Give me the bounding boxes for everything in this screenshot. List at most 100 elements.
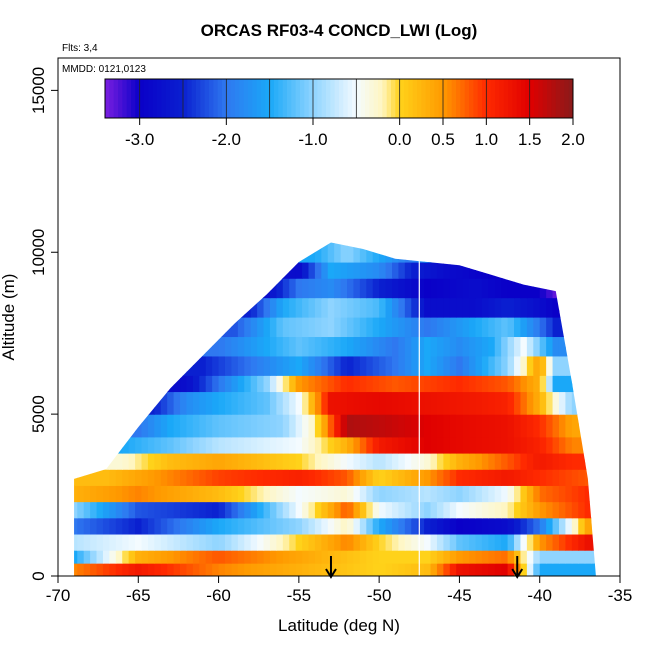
heatmap-cell: [443, 317, 451, 338]
heatmap-cell: [558, 550, 566, 564]
heatmap-cell: [180, 517, 188, 535]
heatmap-cell: [372, 355, 380, 376]
heatmap-cell: [180, 501, 188, 519]
heatmap-cell: [160, 563, 168, 576]
heatmap-cell: [411, 391, 419, 415]
heatmap-cell: [385, 391, 393, 415]
heatmap-cell: [109, 517, 117, 535]
heatmap-cell: [115, 452, 123, 470]
heatmap-cell: [591, 533, 596, 551]
heatmap-cell: [507, 533, 515, 551]
heatmap-cell: [552, 563, 560, 576]
heatmap-cell: [141, 550, 149, 564]
heatmap-cell: [180, 414, 188, 438]
colorbar-swatch: [304, 79, 310, 118]
heatmap-cell: [571, 317, 579, 338]
heatmap-cell: [462, 563, 470, 576]
heatmap-cell: [501, 485, 509, 503]
heatmap-cell: [276, 563, 284, 576]
heatmap-cell: [469, 278, 477, 299]
colorbar-swatch: [157, 79, 162, 118]
heatmap-cell: [269, 242, 277, 263]
heatmap-cell: [340, 297, 348, 318]
heatmap-cell: [507, 517, 515, 535]
heatmap-cell: [237, 375, 245, 393]
heatmap-cell: [109, 355, 117, 376]
heatmap-cell: [135, 375, 143, 393]
heatmap-cell: [385, 485, 393, 503]
colorbar-swatch: [291, 79, 297, 118]
heatmap-cell: [302, 452, 310, 470]
heatmap-cell: [250, 452, 258, 470]
heatmap-cell: [192, 297, 200, 318]
heatmap-cell: [257, 414, 265, 438]
colorbar-swatch: [174, 79, 180, 118]
heatmap-cell: [147, 278, 155, 299]
heatmap-cell: [424, 242, 432, 263]
heatmap-cell: [475, 278, 483, 299]
heatmap-cell: [417, 375, 425, 393]
heatmap-cell: [109, 297, 117, 318]
heatmap-cell: [96, 261, 104, 279]
heatmap-cell: [494, 414, 502, 438]
heatmap-cell: [231, 517, 239, 535]
colorbar-swatch: [243, 79, 249, 118]
heatmap-cell: [141, 533, 149, 551]
heatmap-cell: [443, 391, 451, 415]
heatmap-cell: [231, 550, 239, 564]
colorbar-swatch: [464, 79, 470, 118]
heatmap-cell: [359, 517, 367, 535]
heatmap-cell: [186, 517, 194, 535]
colorbar-swatch: [165, 79, 171, 118]
heatmap-cell: [257, 469, 265, 486]
heatmap-cell: [469, 297, 477, 318]
heatmap-cell: [372, 242, 380, 263]
heatmap-cell: [289, 278, 297, 299]
heatmap-cell: [584, 469, 592, 486]
heatmap-cell: [276, 517, 284, 535]
heatmap-cell: [115, 469, 123, 486]
heatmap-cell: [417, 278, 425, 299]
heatmap-cell: [347, 391, 355, 415]
heatmap-cell: [205, 436, 213, 454]
colorbar-swatch: [135, 79, 141, 118]
heatmap-cell: [501, 375, 509, 393]
heatmap-cell: [269, 485, 277, 503]
colorbar-swatch: [412, 79, 418, 118]
heatmap-cell: [520, 436, 528, 454]
heatmap-cell: [122, 436, 130, 454]
heatmap-cell: [456, 501, 464, 519]
heatmap-cell: [571, 550, 579, 564]
heatmap-cell: [212, 414, 220, 438]
heatmap-cell: [565, 242, 573, 263]
heatmap-cell: [366, 355, 374, 376]
heatmap-cell: [327, 242, 335, 263]
heatmap-cell: [469, 485, 477, 503]
heatmap-cell: [379, 317, 387, 338]
heatmap-cell: [314, 501, 322, 519]
heatmap-cell: [269, 414, 277, 438]
heatmap-cell: [598, 317, 605, 337]
heatmap-cell: [494, 533, 502, 551]
heatmap-cell: [180, 533, 188, 551]
heatmap-cell: [481, 469, 489, 486]
heatmap-cell: [578, 317, 586, 338]
heatmap-cell: [257, 242, 265, 263]
heatmap-cell: [353, 517, 361, 535]
heatmap-cell: [192, 375, 200, 393]
heatmap-cell: [578, 452, 586, 470]
heatmap-cell: [186, 436, 194, 454]
heatmap-cell: [571, 501, 579, 519]
heatmap-cell: [379, 242, 387, 263]
heatmap-cell: [205, 517, 213, 535]
colorbar-swatch: [235, 79, 240, 118]
heatmap-cell: [520, 391, 528, 415]
heatmap-cell: [366, 469, 374, 486]
heatmap-cell: [212, 533, 220, 551]
heatmap-cell: [501, 242, 509, 263]
heatmap-cell: [109, 533, 117, 551]
heatmap-cell: [115, 414, 123, 438]
heatmap-cell: [231, 485, 239, 503]
heatmap-cell: [526, 317, 534, 338]
heatmap-cell: [74, 550, 78, 564]
